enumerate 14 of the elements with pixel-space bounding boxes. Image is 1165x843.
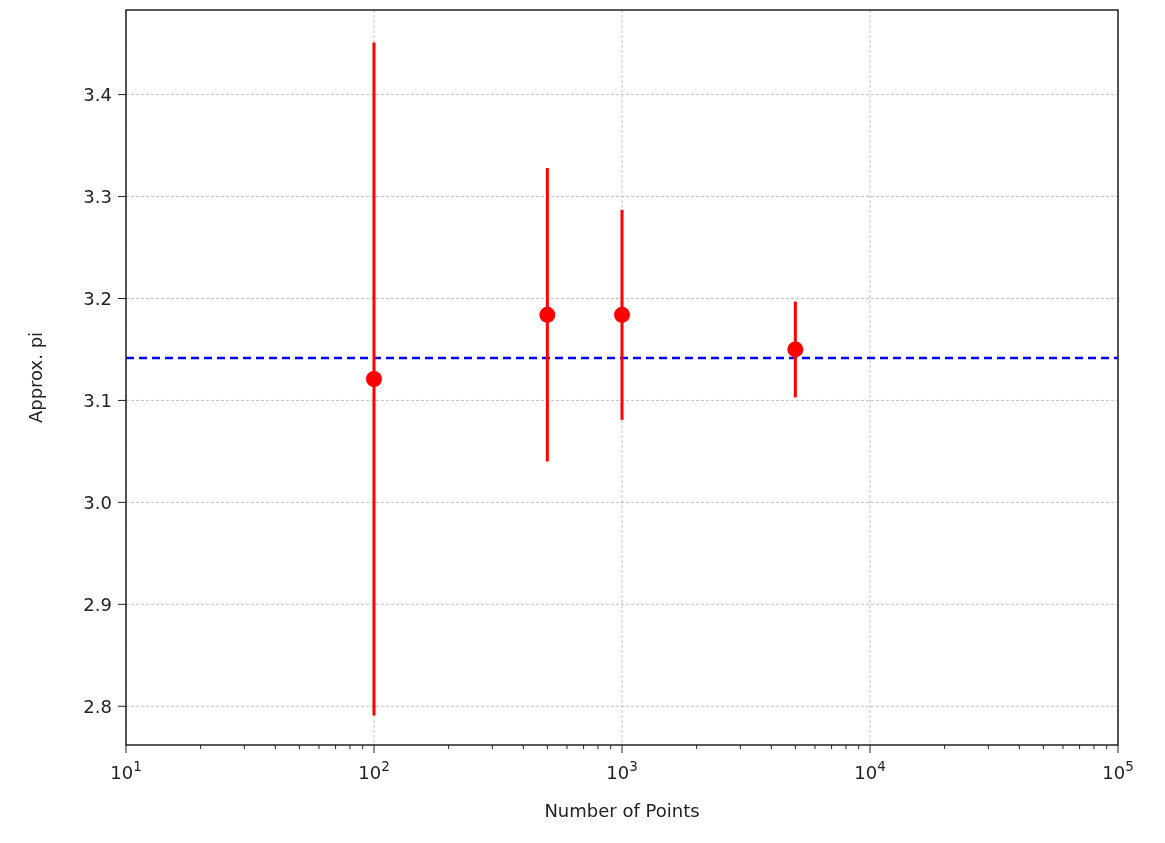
y-axis-title: Approx. pi	[25, 331, 46, 424]
x-tick-label: 10$^{4}$	[854, 758, 886, 783]
y-tick-label: 2.8	[83, 695, 112, 717]
y-tick-label: 3.0	[83, 491, 112, 513]
y-tick-label: 3.1	[83, 389, 112, 411]
x-tick-label: 10$^{2}$	[358, 758, 390, 783]
x-tick-label: 10$^{3}$	[606, 758, 638, 783]
x-tick-label: 10$^{5}$	[1102, 758, 1134, 783]
y-tick-label: 3.2	[83, 287, 112, 309]
y-tick-label: 3.3	[83, 185, 112, 207]
x-axis-title: Number of Points	[544, 800, 700, 821]
y-tick-label: 2.9	[83, 593, 112, 615]
y-tick-label: 3.4	[83, 83, 112, 105]
x-tick-label: 10$^{1}$	[110, 758, 142, 783]
